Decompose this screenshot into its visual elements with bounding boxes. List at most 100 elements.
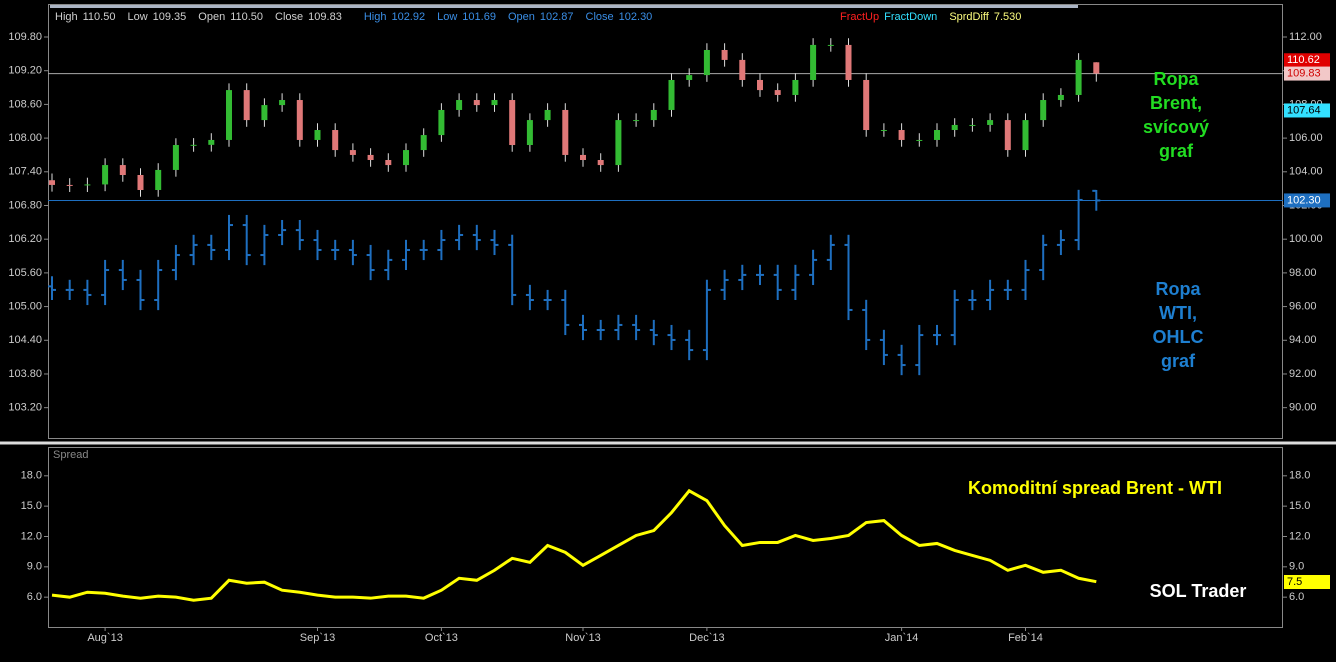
- spread-title: Spread: [53, 449, 88, 461]
- candle-body: [190, 144, 197, 146]
- y-tick-label: 15.0: [1289, 500, 1310, 512]
- candle-body: [420, 135, 427, 151]
- candle-body: [155, 169, 162, 190]
- info-text: 110.50: [230, 11, 263, 23]
- annotation: Komoditní spread Brent - WTI: [968, 478, 1222, 498]
- candle-body: [774, 90, 781, 95]
- candle-body: [137, 174, 144, 190]
- y-tick-label: 104.00: [1289, 166, 1323, 178]
- y-tick-label: 98.00: [1289, 267, 1317, 279]
- y-tick-label: 105.60: [8, 267, 42, 279]
- price-label-box: [1284, 193, 1330, 208]
- candle-body: [279, 100, 286, 106]
- annotation: WTI,: [1159, 303, 1197, 323]
- candle-body: [84, 184, 91, 186]
- annotation: Ropa: [1156, 279, 1202, 299]
- y-tick-label: 9.0: [1289, 561, 1304, 573]
- y-tick-label: 96.00: [1289, 300, 1317, 312]
- y-tick-label: 105.00: [8, 300, 42, 312]
- candle-body: [951, 124, 958, 131]
- candle-body: [580, 154, 586, 161]
- x-tick-label: Feb`14: [1008, 632, 1043, 644]
- x-tick-label: Jan`14: [885, 632, 919, 644]
- y-tick-label: 106.80: [8, 199, 42, 211]
- y-tick-label: 107.40: [8, 166, 42, 178]
- candle-body: [509, 100, 516, 146]
- candle-body: [810, 44, 817, 80]
- y-tick-label: 103.20: [8, 402, 42, 414]
- candle-body: [119, 165, 126, 175]
- candle-body: [172, 145, 179, 170]
- candle-body: [721, 49, 728, 60]
- candle-body: [226, 90, 232, 140]
- y-tick-label: 92.00: [1289, 368, 1317, 380]
- y-tick-label: 94.00: [1289, 334, 1317, 346]
- spread-line: [51, 488, 1097, 602]
- candle-body: [102, 165, 109, 185]
- info-text: 110.50: [83, 11, 116, 23]
- y-tick-label: 100.00: [1289, 233, 1323, 245]
- candle-body: [562, 109, 569, 155]
- candle-body: [633, 120, 640, 122]
- info-text: 102.30: [619, 11, 653, 23]
- y-tick-label: 18.0: [21, 470, 42, 482]
- candle-body: [615, 120, 622, 166]
- candle-body: [1093, 62, 1100, 74]
- candle-body: [845, 44, 852, 80]
- price-label: 102.30: [1287, 194, 1321, 206]
- candle-body: [1040, 100, 1047, 121]
- info-text: Open: [508, 11, 535, 23]
- info-text: Low: [127, 11, 147, 23]
- x-tick-label: Dec`13: [689, 632, 724, 644]
- candle-body: [739, 59, 746, 80]
- info-text: 102.87: [540, 11, 574, 23]
- candle-body: [880, 130, 887, 132]
- x-tick-label: Sep`13: [300, 632, 335, 644]
- info-text: SprdDiff: [949, 11, 989, 23]
- candle-body: [491, 100, 498, 106]
- price-label: 109.83: [1287, 67, 1321, 79]
- price-label: 107.64: [1287, 104, 1321, 116]
- y-tick-label: 9.0: [27, 561, 42, 573]
- y-tick-label: 106.00: [1289, 132, 1323, 144]
- candle-body: [526, 120, 533, 146]
- price-label-box: [1284, 66, 1330, 81]
- y-tick-label: 12.0: [1289, 530, 1310, 542]
- x-tick-label: Aug`13: [87, 632, 122, 644]
- candle-body: [898, 130, 905, 140]
- candle-body: [1057, 94, 1064, 101]
- candle-body: [438, 109, 445, 136]
- candle-body: [456, 100, 463, 110]
- candle-body: [597, 160, 604, 166]
- info-text: High: [55, 11, 78, 23]
- candle-body: [261, 105, 268, 121]
- y-tick-label: 104.40: [8, 334, 42, 346]
- candle-body: [668, 79, 675, 110]
- candle-body: [1022, 120, 1029, 151]
- info-text: 7.530: [994, 11, 1022, 23]
- info-text: 109.35: [153, 11, 187, 23]
- y-tick-label: 6.0: [27, 591, 42, 603]
- candle-body: [987, 120, 994, 125]
- candle-body: [544, 109, 551, 121]
- y-tick-label: 90.00: [1289, 402, 1317, 414]
- info-text: Close: [275, 11, 303, 23]
- candle-body: [296, 100, 303, 140]
- y-tick-label: 106.20: [8, 233, 42, 245]
- candle-body: [208, 139, 215, 145]
- annotation: Ropa: [1154, 69, 1200, 89]
- candle-body: [686, 75, 693, 80]
- price-label: 110.62: [1287, 54, 1320, 66]
- candle-body: [969, 124, 976, 126]
- annotation: OHLC: [1153, 327, 1204, 347]
- info-text: FractUp: [840, 11, 879, 23]
- candle-body: [757, 79, 763, 91]
- candle-body: [827, 44, 834, 46]
- candle-body: [349, 150, 356, 155]
- candle-body: [1075, 59, 1082, 95]
- candle-body: [934, 130, 940, 140]
- y-tick-label: 6.0: [1289, 591, 1304, 603]
- candle-body: [385, 160, 392, 166]
- candle-body: [403, 150, 409, 166]
